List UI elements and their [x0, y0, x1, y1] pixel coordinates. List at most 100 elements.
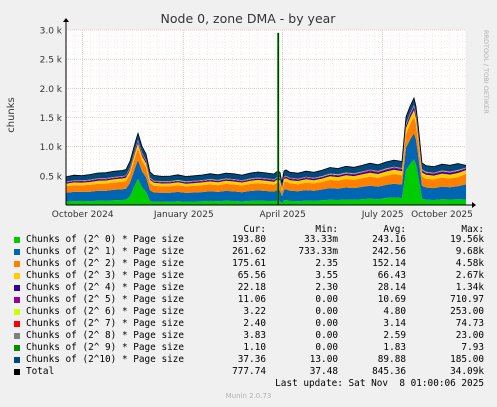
- legend-value-min: 13.00: [309, 354, 338, 365]
- area-series-3: [66, 110, 466, 191]
- y-axis-arrow: [63, 18, 69, 22]
- legend-swatch: [14, 273, 20, 279]
- x-tick-labels: October 2024 January 2025 April 2025 July 2…: [52, 210, 473, 220]
- legend-swatch: [14, 369, 20, 375]
- legend-value-max: 185.00: [450, 354, 484, 365]
- legend-value-cur: 175.61: [232, 258, 266, 269]
- legend-label: Chunks of (2^ 4) * Page size: [26, 282, 185, 293]
- legend-value-cur: 193.80: [232, 234, 266, 245]
- legend-value-cur: 11.06: [237, 294, 266, 305]
- legend-label: Chunks of (2^10) * Page size: [26, 354, 185, 365]
- legend-value-min: 0.00: [315, 306, 338, 317]
- legend-value-avg: 243.16: [372, 234, 406, 245]
- legend-label: Chunks of (2^ 5) * Page size: [26, 294, 185, 305]
- x-axis-arrow: [472, 202, 476, 208]
- legend-value-max: 253.00: [450, 306, 484, 317]
- legend-swatch: [14, 333, 20, 339]
- legend-value-cur: 65.56: [237, 270, 266, 281]
- legend-value-avg: 2.59: [383, 330, 406, 341]
- legend-row: Chunks of (2^ 5) * Page size 11.06 0.00 10.…: [0, 294, 497, 306]
- y-tick-labels: 0.5 k 1.0 k 1.5 k 2.0 k 2.5 k 3.0 k: [40, 27, 63, 183]
- legend-value-avg: 152.14: [372, 258, 406, 269]
- legend-swatch: [14, 249, 20, 255]
- col-head-min: Min:: [315, 224, 338, 235]
- legend-value-max: 9.68k: [455, 246, 484, 257]
- legend-label: Chunks of (2^ 6) * Page size: [26, 306, 185, 317]
- watermark: RRDTOOL / TOBI OETIKER: [482, 30, 490, 114]
- legend-value-min: 0.00: [315, 318, 338, 329]
- y-tick-label: 1.5 k: [40, 114, 63, 124]
- y-tick-label: 0.5 k: [40, 172, 63, 182]
- legend-swatch: [14, 309, 20, 315]
- legend-value-cur: 1.10: [243, 342, 266, 353]
- legend-label: Chunks of (2^ 7) * Page size: [26, 318, 185, 329]
- y-tick-label: 2.5 k: [40, 56, 63, 66]
- col-head-max: Max:: [461, 224, 484, 235]
- y-tick-label: 1.0 k: [40, 143, 63, 153]
- legend-value-min: 3.55: [315, 270, 338, 281]
- area-series-2: [66, 116, 466, 197]
- legend-label: Chunks of (2^ 2) * Page size: [26, 258, 185, 269]
- legend-row: Chunks of (2^ 3) * Page size 65.56 3.55 66.…: [0, 270, 497, 282]
- legend-row: Chunks of (2^ 0) * Page size 193.80 33.33m…: [0, 234, 497, 246]
- legend-value-avg: 10.69: [377, 294, 406, 305]
- legend-row: Chunks of (2^ 6) * Page size 3.22 0.00 4.80…: [0, 306, 497, 318]
- col-head-cur: Cur:: [243, 224, 266, 235]
- legend-label: Chunks of (2^ 0) * Page size: [26, 234, 185, 245]
- legend-value-max: 2.67k: [455, 270, 484, 281]
- legend-row: Chunks of (2^ 9) * Page size 1.10 0.00 1.83…: [0, 342, 497, 354]
- legend-value-min: 2.35: [315, 258, 338, 269]
- legend-value-min: 733.33m: [298, 246, 338, 257]
- axes: [63, 18, 476, 208]
- legend-swatch: [14, 237, 20, 243]
- legend-label: Chunks of (2^ 3) * Page size: [26, 270, 185, 281]
- legend-value-avg: 845.36: [372, 366, 406, 377]
- legend-value-cur: 22.18: [237, 282, 266, 293]
- legend-value-cur: 3.22: [243, 306, 266, 317]
- legend-label: Chunks of (2^ 1) * Page size: [26, 246, 185, 257]
- legend-swatch: [14, 285, 20, 291]
- legend-value-max: 7.93: [461, 342, 484, 353]
- legend-row: Total 777.74 37.48 845.36 34.09k: [0, 366, 497, 378]
- footer-version: Munin 2.0.73: [225, 392, 272, 400]
- legend-row: Chunks of (2^ 1) * Page size 261.62 733.33…: [0, 246, 497, 258]
- area-series-1: [66, 133, 466, 204]
- legend-value-max: 23.00: [455, 330, 484, 341]
- legend-value-max: 1.34k: [455, 282, 484, 293]
- legend-label: Total: [26, 366, 55, 377]
- legend-value-min: 0.00: [315, 342, 338, 353]
- x-tick-label: April 2025: [260, 210, 306, 220]
- legend-label: Chunks of (2^ 8) * Page size: [26, 330, 185, 341]
- legend-value-min: 33.33m: [304, 234, 338, 245]
- legend-row: Chunks of (2^ 2) * Page size 175.61 2.35 15…: [0, 258, 497, 270]
- legend-value-min: 0.00: [315, 294, 338, 305]
- legend-row: Chunks of (2^ 8) * Page size 3.83 0.00 2.59…: [0, 330, 497, 342]
- grid: [65, 29, 467, 205]
- legend-swatch: [14, 261, 20, 267]
- area-series-0: [66, 159, 466, 205]
- legend-value-avg: 1.83: [383, 342, 406, 353]
- legend-swatch: [14, 297, 20, 303]
- legend-swatch: [14, 321, 20, 327]
- legend-label: Chunks of (2^ 9) * Page size: [26, 342, 185, 353]
- x-tick-label: January 2025: [153, 210, 214, 220]
- legend-swatch: [14, 345, 20, 351]
- y-axis-label: chunks: [6, 97, 17, 133]
- legend-value-avg: 3.14: [383, 318, 406, 329]
- x-tick-label: October 2025: [411, 210, 473, 220]
- y-tick-label: 3.0 k: [40, 27, 63, 37]
- legend-value-avg: 89.88: [377, 354, 406, 365]
- legend-row: Chunks of (2^ 7) * Page size 2.40 0.00 3.14…: [0, 318, 497, 330]
- x-tick-label: October 2024: [52, 210, 114, 220]
- legend-value-min: 0.00: [315, 330, 338, 341]
- legend-row: Chunks of (2^ 4) * Page size 22.18 2.30 28.…: [0, 282, 497, 294]
- legend-value-cur: 261.62: [232, 246, 266, 257]
- legend-value-avg: 242.56: [372, 246, 406, 257]
- legend-swatch: [14, 357, 20, 363]
- legend-value-min: 2.30: [315, 282, 338, 293]
- legend-value-avg: 28.14: [377, 282, 406, 293]
- legend-value-min: 37.48: [309, 366, 338, 377]
- legend-value-max: 34.09k: [450, 366, 484, 377]
